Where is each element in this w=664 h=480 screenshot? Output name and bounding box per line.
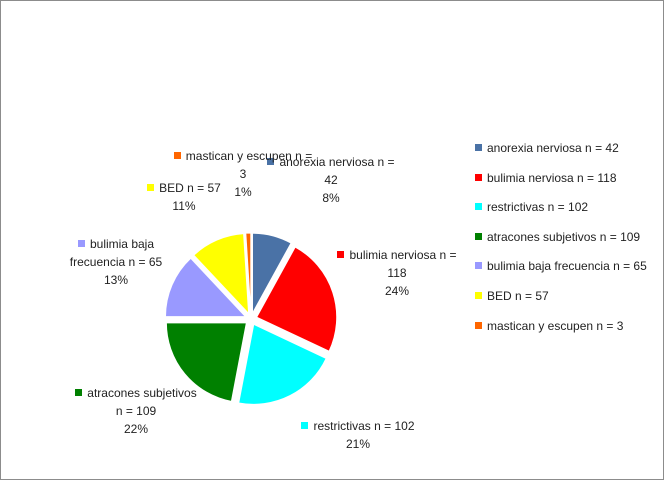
pie-slice — [165, 322, 247, 402]
legend-key — [475, 321, 482, 329]
pie-slice — [245, 232, 252, 314]
data-label-text: BED n = 57 — [159, 181, 221, 195]
pie-slice — [251, 232, 292, 314]
pie-slice — [256, 246, 338, 352]
data-label-value: 11% — [172, 199, 196, 213]
legend-text: atracones subjetivos n = 109 — [487, 229, 641, 244]
data-label-value: 13% — [103, 273, 129, 287]
label-key — [77, 240, 85, 247]
legend-key — [475, 203, 482, 211]
label-key — [267, 158, 275, 165]
legend-text: BED n = 57 — [487, 289, 549, 303]
data-label-text: atracones subjetivos n = 109 — [87, 386, 197, 418]
legend-entry: mastican y escupen n = 3 — [475, 319, 623, 333]
legend-key — [475, 292, 482, 299]
legend-text: restrictivas n = 102 — [487, 200, 589, 215]
legend-entry: bulimia baja frecuencia n = 65 — [475, 259, 647, 273]
data-label-value: 21% — [345, 437, 371, 451]
data-label: mastican y escupen n = 3 1% — [173, 147, 313, 201]
data-label: restrictivas n = 102 21% — [288, 417, 428, 453]
data-label-name: bulimia nerviosa n = 118 — [332, 246, 462, 282]
legend-entry: atracones subjetivos n = 109 — [475, 230, 640, 244]
label-key — [173, 152, 181, 159]
label-key — [75, 389, 83, 396]
data-label-name: atracones subjetivos n = 109 — [71, 384, 201, 420]
legend-key — [475, 262, 482, 270]
data-label-value: 22% — [123, 422, 149, 436]
label-key — [301, 422, 309, 429]
data-label-text: mastican y escupen n = 3 — [185, 149, 313, 181]
label-key — [337, 251, 345, 258]
legend-key — [475, 232, 482, 240]
data-label-text: bulimia baja frecuencia n = 65 — [69, 237, 163, 269]
data-label-value: 24% — [384, 284, 410, 298]
data-label-text: anorexia nerviosa n = 42 — [279, 155, 395, 187]
data-label-name: mastican y escupen n = 3 — [173, 147, 313, 183]
pie-slice — [193, 233, 250, 315]
legend-text: anorexia nerviosa n = 42 — [487, 141, 619, 155]
data-label-name: BED n = 57 — [144, 179, 224, 197]
data-label: bulimia nerviosa n = 118 24% — [332, 246, 462, 300]
data-label: anorexia nerviosa n = 42 8% — [266, 153, 396, 207]
legend-entry: BED n = 57 — [475, 289, 549, 303]
legend-text: bulimia baja frecuencia n = 65 — [487, 259, 647, 274]
data-label-value: 1% — [234, 185, 252, 199]
pie-slice — [164, 257, 247, 318]
data-label-name: restrictivas n = 102 — [288, 417, 428, 435]
pie-slice — [238, 323, 327, 405]
data-label-name: bulimia baja frecuencia n = 65 — [56, 235, 176, 271]
legend-entry: bulimia nerviosa n = 118 — [475, 171, 617, 185]
legend-text: bulimia nerviosa n = 118 — [487, 170, 617, 185]
data-label-value: 8% — [322, 191, 340, 205]
data-label: atracones subjetivos n = 109 22% — [71, 384, 201, 438]
legend-entry: anorexia nerviosa n = 42 — [475, 141, 619, 155]
legend-key — [475, 173, 482, 181]
legend-key — [475, 144, 482, 151]
data-label: bulimia baja frecuencia n = 65 13% — [56, 235, 176, 289]
data-label-text: bulimia nerviosa n = 118 — [349, 248, 457, 280]
data-label-text: restrictivas n = 102 — [313, 419, 415, 433]
legend-entry: restrictivas n = 102 — [475, 200, 588, 214]
label-key — [147, 184, 155, 191]
data-label-name: anorexia nerviosa n = 42 — [266, 153, 396, 189]
data-label: BED n = 57 11% — [144, 179, 224, 215]
legend-text: mastican y escupen n = 3 — [487, 318, 624, 333]
